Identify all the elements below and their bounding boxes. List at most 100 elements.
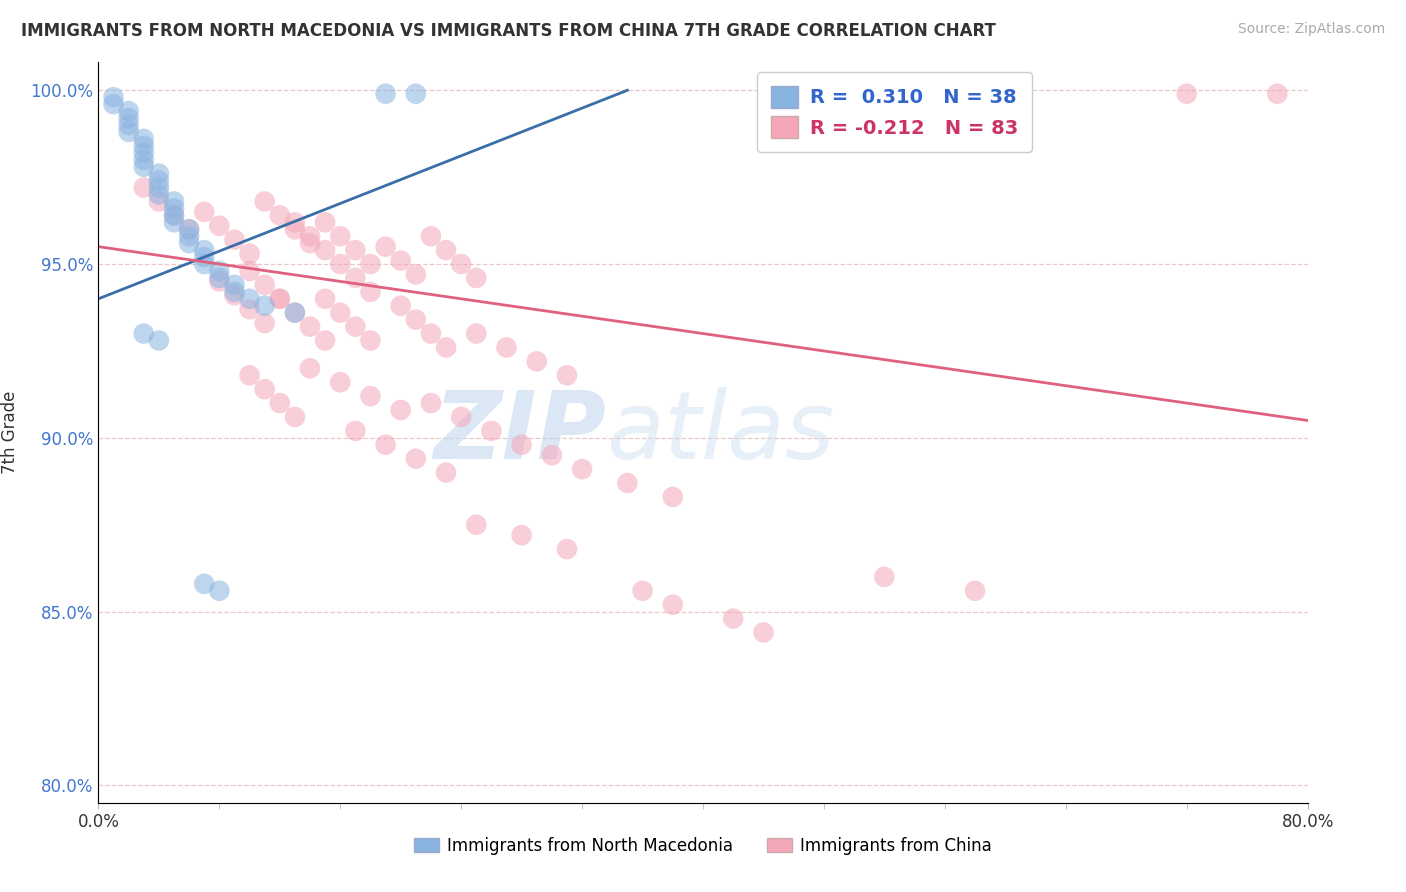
Point xyxy=(661,490,683,504)
Text: IMMIGRANTS FROM NORTH MACEDONIA VS IMMIGRANTS FROM CHINA 7TH GRADE CORRELATION C: IMMIGRANTS FROM NORTH MACEDONIA VS IMMIG… xyxy=(21,22,995,40)
Point xyxy=(118,111,141,125)
Point xyxy=(389,299,412,313)
Point xyxy=(873,570,896,584)
Point xyxy=(177,236,201,251)
Point xyxy=(405,312,427,326)
Point xyxy=(239,264,262,278)
Legend: R =  0.310   N = 38, R = -0.212   N = 83: R = 0.310 N = 38, R = -0.212 N = 83 xyxy=(758,72,1032,152)
Point xyxy=(344,424,367,438)
Point xyxy=(208,583,231,598)
Point xyxy=(495,341,517,355)
Point xyxy=(344,243,367,257)
Point xyxy=(616,476,638,491)
Point xyxy=(360,285,382,299)
Point xyxy=(148,187,170,202)
Point xyxy=(193,243,215,257)
Point xyxy=(103,97,125,112)
Point xyxy=(284,306,307,320)
Point xyxy=(284,215,307,229)
Point xyxy=(631,583,654,598)
Point xyxy=(299,236,322,251)
Point xyxy=(329,306,352,320)
Point xyxy=(269,292,291,306)
Point xyxy=(208,274,231,288)
Point xyxy=(193,205,215,219)
Point xyxy=(253,299,276,313)
Y-axis label: 7th Grade: 7th Grade xyxy=(1,391,20,475)
Point xyxy=(465,271,488,285)
Point xyxy=(481,424,503,438)
Point xyxy=(224,288,246,302)
Point xyxy=(389,253,412,268)
Point xyxy=(177,222,201,236)
Point xyxy=(269,208,291,222)
Text: Source: ZipAtlas.com: Source: ZipAtlas.com xyxy=(1237,22,1385,37)
Point xyxy=(132,326,155,341)
Point xyxy=(193,257,215,271)
Point xyxy=(434,243,457,257)
Point xyxy=(118,104,141,119)
Point xyxy=(132,139,155,153)
Point xyxy=(510,438,533,452)
Point xyxy=(253,277,276,292)
Point xyxy=(450,409,472,424)
Point xyxy=(148,167,170,181)
Point xyxy=(163,202,186,216)
Point xyxy=(193,250,215,264)
Point xyxy=(284,409,307,424)
Point xyxy=(132,132,155,146)
Point xyxy=(269,396,291,410)
Point xyxy=(269,292,291,306)
Point xyxy=(405,87,427,101)
Text: atlas: atlas xyxy=(606,387,835,478)
Point xyxy=(1265,87,1288,101)
Point xyxy=(360,389,382,403)
Point xyxy=(571,462,593,476)
Point xyxy=(253,316,276,330)
Point xyxy=(208,219,231,233)
Point xyxy=(360,334,382,348)
Point xyxy=(163,215,186,229)
Point xyxy=(239,368,262,383)
Point xyxy=(465,517,488,532)
Point xyxy=(148,173,170,187)
Point xyxy=(374,87,396,101)
Point xyxy=(132,180,155,194)
Point xyxy=(752,625,775,640)
Point xyxy=(177,222,201,236)
Point xyxy=(314,243,336,257)
Point xyxy=(314,215,336,229)
Point xyxy=(118,125,141,139)
Point xyxy=(132,145,155,160)
Text: ZIP: ZIP xyxy=(433,386,606,479)
Point xyxy=(721,611,744,625)
Point xyxy=(224,285,246,299)
Point xyxy=(314,292,336,306)
Point xyxy=(465,326,488,341)
Point xyxy=(239,302,262,317)
Legend: Immigrants from North Macedonia, Immigrants from China: Immigrants from North Macedonia, Immigra… xyxy=(408,830,998,862)
Point xyxy=(419,396,441,410)
Point xyxy=(208,271,231,285)
Point xyxy=(314,334,336,348)
Point xyxy=(148,334,170,348)
Point xyxy=(526,354,548,368)
Point xyxy=(344,271,367,285)
Point xyxy=(419,326,441,341)
Point xyxy=(299,229,322,244)
Point xyxy=(118,118,141,132)
Point xyxy=(224,277,246,292)
Point xyxy=(224,233,246,247)
Point xyxy=(329,375,352,389)
Point xyxy=(163,208,186,222)
Point xyxy=(405,268,427,282)
Point xyxy=(253,194,276,209)
Point xyxy=(329,229,352,244)
Point xyxy=(163,208,186,222)
Point xyxy=(510,528,533,542)
Point xyxy=(132,153,155,167)
Point xyxy=(299,319,322,334)
Point xyxy=(389,403,412,417)
Point xyxy=(239,292,262,306)
Point xyxy=(434,341,457,355)
